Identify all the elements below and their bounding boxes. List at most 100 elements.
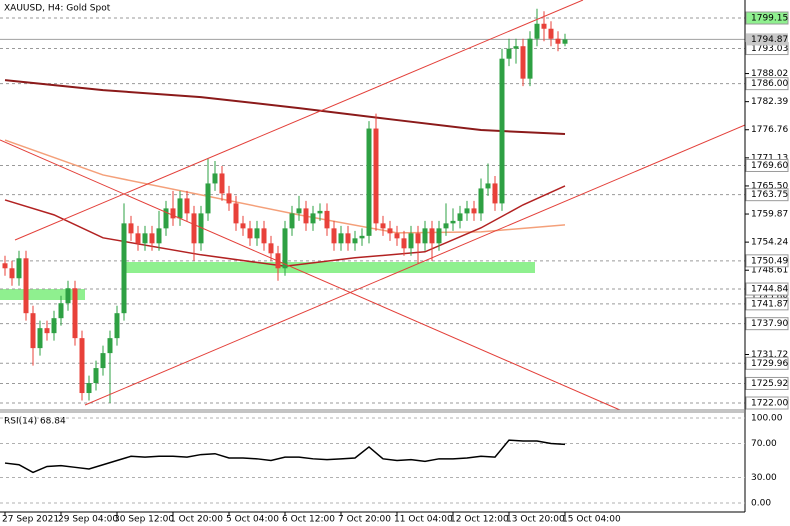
candle-body xyxy=(464,208,470,214)
level-box xyxy=(745,282,789,296)
candle-body xyxy=(205,183,211,214)
candle-body xyxy=(471,208,477,214)
trend-lines xyxy=(0,0,746,411)
indicator-tick-label: 30.00 xyxy=(751,473,777,483)
candle-body xyxy=(100,353,106,369)
candle-body xyxy=(240,223,246,229)
candle-body xyxy=(2,263,8,269)
candle-body xyxy=(296,208,302,214)
candle-body xyxy=(114,313,120,339)
level-label: 1786.00 xyxy=(751,79,788,89)
candle-body xyxy=(492,183,498,204)
candle-body xyxy=(128,223,134,234)
candle-body xyxy=(415,233,421,244)
candle-body xyxy=(58,303,64,319)
candle-body xyxy=(37,328,43,349)
level-label: 1741.87 xyxy=(751,299,788,309)
x-tick-label: 30 Sep 12:00 xyxy=(114,515,174,525)
level-label: 1744.84 xyxy=(751,285,788,295)
y-tick-label: 1765.50 xyxy=(751,181,788,191)
candle-body xyxy=(72,288,78,339)
candle-body xyxy=(338,233,344,244)
candle-body xyxy=(219,173,225,194)
level-box xyxy=(745,254,789,268)
y-tick-label: 1748.61 xyxy=(751,266,788,276)
candle-body xyxy=(254,228,260,239)
level-box xyxy=(745,158,789,172)
level-box xyxy=(745,297,789,311)
candle-body xyxy=(44,328,50,334)
candle-body xyxy=(268,243,274,254)
x-tick-label: 7 Oct 20:00 xyxy=(338,515,391,525)
zone xyxy=(0,289,85,300)
candle-body xyxy=(352,238,358,244)
x-tick-label: 13 Oct 20:00 xyxy=(506,515,565,525)
candle-body xyxy=(51,318,57,334)
candle-body xyxy=(86,383,92,394)
candle-body xyxy=(23,258,29,314)
candle-body xyxy=(212,173,218,184)
candle-body xyxy=(527,38,533,79)
y-tick-label: 1771.13 xyxy=(751,153,788,163)
candle-body xyxy=(170,208,176,219)
x-tick-label: 5 Oct 04:00 xyxy=(226,515,279,525)
trend-line xyxy=(84,124,746,406)
candle-body xyxy=(457,213,463,221)
moving-average xyxy=(4,185,566,268)
candle-body xyxy=(562,39,568,44)
level-label: 1793.03 xyxy=(751,44,788,54)
trend-line xyxy=(0,139,621,411)
candle-body xyxy=(345,233,351,244)
candle-body xyxy=(443,223,449,229)
candle-body xyxy=(387,228,393,234)
candle-body xyxy=(303,208,309,224)
x-tick-label: 27 Sep 2021 xyxy=(2,515,59,525)
level-box xyxy=(745,77,789,91)
candle-body xyxy=(436,228,442,244)
x-tick-label: 15 Oct 04:00 xyxy=(562,515,621,525)
candle-body xyxy=(373,128,379,224)
level-box xyxy=(745,11,789,25)
candle-body xyxy=(79,338,85,394)
indicator-title: RSI(14) 68.84 xyxy=(4,417,66,427)
candle-body xyxy=(555,38,561,44)
candle-body xyxy=(450,220,456,224)
candle-body xyxy=(520,46,526,79)
level-label: 1769.60 xyxy=(751,161,788,171)
indicator-tick-label: 70.00 xyxy=(751,439,777,449)
current-price-label: 1794.87 xyxy=(751,35,788,45)
drawing-objects xyxy=(0,262,535,300)
y-tick-label: 1782.39 xyxy=(751,97,788,107)
level-label: 1763.75 xyxy=(751,190,788,200)
x-tick-label: 1 Oct 20:00 xyxy=(170,515,223,525)
candle-body xyxy=(247,228,253,239)
candle-body xyxy=(359,235,365,239)
candle-body xyxy=(478,188,484,214)
rsi-line xyxy=(4,439,566,474)
level-box xyxy=(745,356,789,370)
candle-body xyxy=(198,213,204,244)
y-tick-label: 1788.02 xyxy=(751,69,788,79)
candle-body xyxy=(324,210,330,229)
candle-body xyxy=(317,210,323,214)
candle-body xyxy=(191,213,197,244)
candle-body xyxy=(499,58,505,204)
candle-body xyxy=(366,128,372,236)
candle-body xyxy=(135,233,141,244)
y-tick-label: 1754.24 xyxy=(751,238,788,248)
level-label: 1799.15 xyxy=(751,14,788,24)
moving-average xyxy=(4,79,566,136)
candle-body xyxy=(548,28,554,39)
candle-body xyxy=(380,223,386,229)
level-label: 1722.00 xyxy=(751,399,788,409)
level-box xyxy=(745,376,789,390)
candle-body xyxy=(394,233,400,239)
candle-body xyxy=(156,228,162,244)
x-tick-label: 11 Oct 04:00 xyxy=(394,515,453,525)
level-box xyxy=(745,317,789,331)
indicator-tick-label: 0.00 xyxy=(751,498,771,508)
candle-body xyxy=(282,228,288,269)
candle-body xyxy=(184,198,190,214)
candle-body xyxy=(513,46,519,49)
